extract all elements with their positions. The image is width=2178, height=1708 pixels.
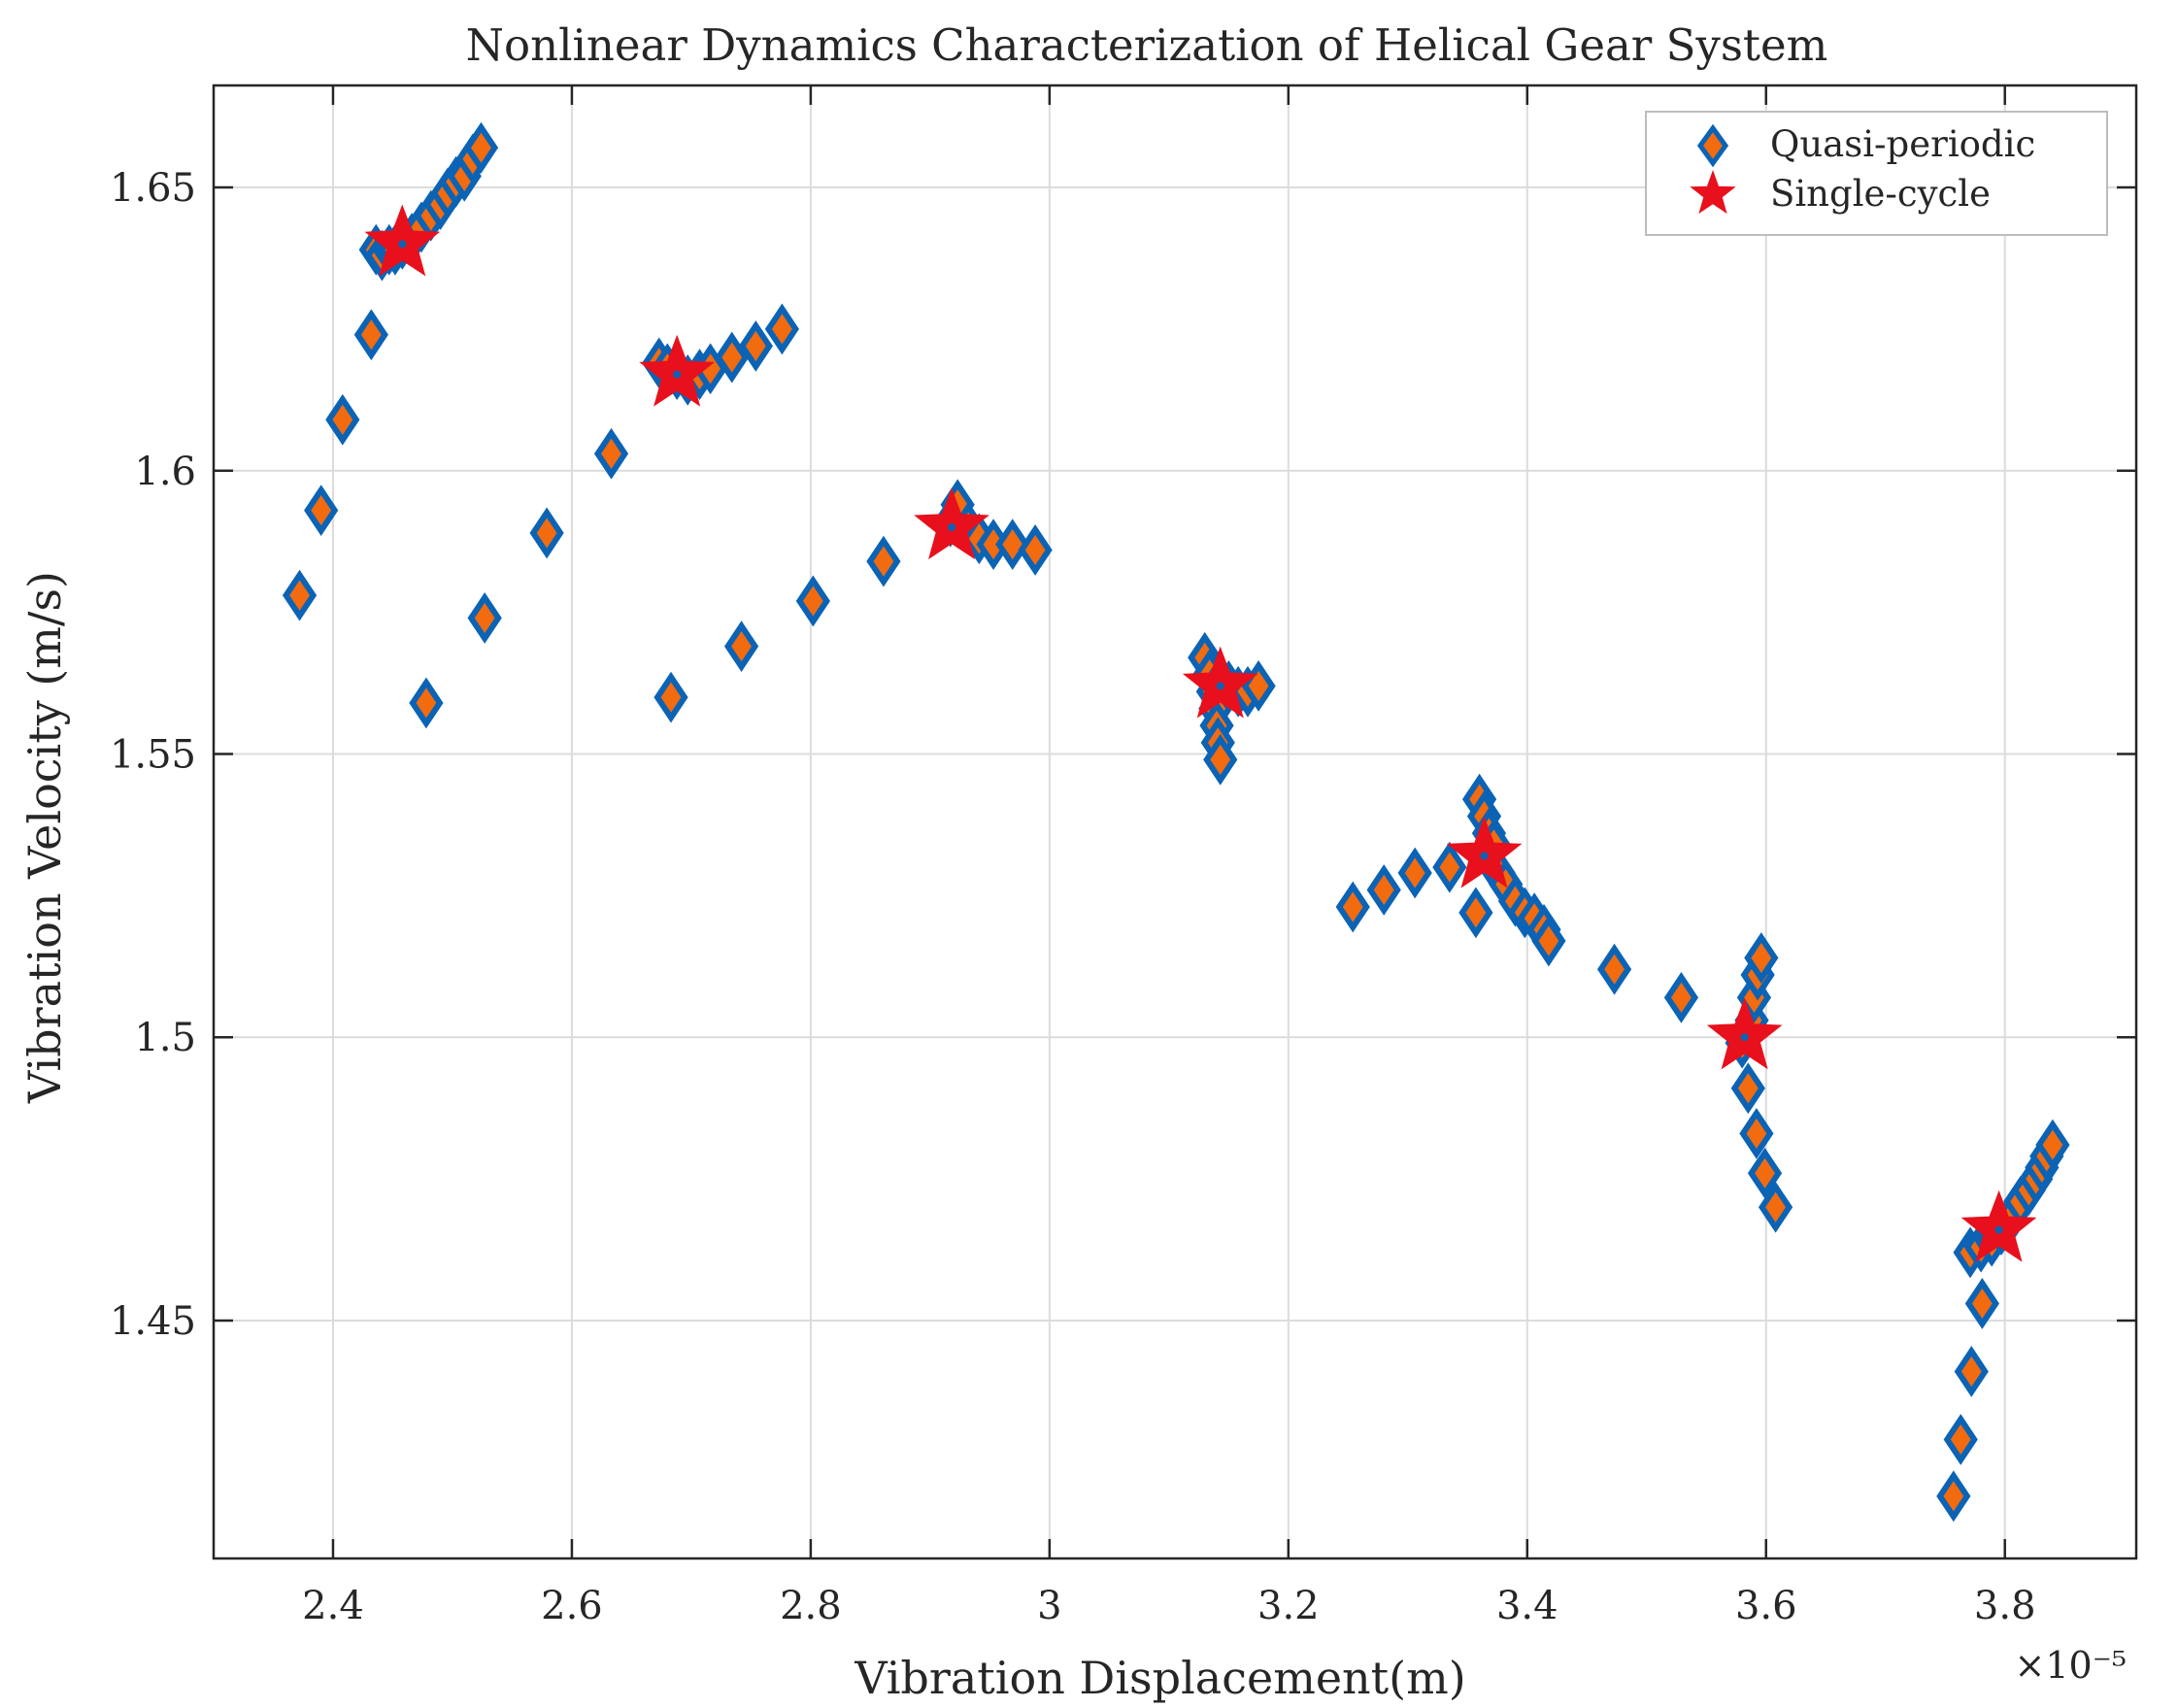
y-tick-label: 1.65: [110, 166, 196, 211]
quasi-periodic-point: [1596, 943, 1632, 995]
quasi-periodic-point: [1663, 971, 1699, 1023]
single-cycle-point-center: [1994, 1225, 2003, 1234]
legend-star-icon: [1690, 170, 1736, 215]
quasi-periodic-point: [1964, 1278, 1999, 1329]
quasi-periodic-point: [304, 485, 339, 537]
quasi-periodic-point: [1458, 887, 1493, 939]
quasi-periodic-point: [1954, 1346, 1989, 1397]
chart-title: Nonlinear Dynamics Characterization of H…: [466, 19, 1828, 71]
legend-diamond-icon: [1696, 123, 1729, 168]
plot-frame: [212, 84, 2138, 1560]
quasi-periodic-point: [738, 319, 773, 372]
single-cycle-points: [364, 204, 2037, 1262]
quasi-periodic-point: [463, 121, 499, 174]
quasi-periodic-point: [653, 671, 688, 723]
quasi-periodic-point: [1531, 915, 1566, 967]
quasi-periodic-point: [1739, 1107, 1774, 1159]
x-tick-label: 2.8: [780, 1584, 842, 1628]
quasi-periodic-point: [1397, 847, 1432, 899]
quasi-periodic-point: [325, 393, 360, 446]
legend-box: [1645, 111, 2108, 236]
single-cycle-point-center: [1216, 682, 1224, 690]
quasi-periodic-point: [723, 620, 759, 673]
single-cycle-point-center: [1480, 852, 1489, 860]
legend-label-quasi-periodic: Quasi-periodic: [1770, 123, 2035, 165]
quasi-periodic-point: [866, 535, 901, 587]
legend-label-single-cycle: Single-cycle: [1770, 173, 1991, 215]
quasi-periodic-point: [1936, 1470, 1971, 1523]
quasi-periodic-point: [282, 569, 318, 621]
x-tick-label: 3.8: [1974, 1584, 2036, 1628]
quasi-periodic-point: [1366, 864, 1401, 916]
x-tick-label: 3.2: [1257, 1584, 1320, 1628]
x-tick-label: 3: [1037, 1584, 1061, 1628]
quasi-periodic-point: [409, 677, 444, 729]
single-cycle-point-center: [673, 370, 682, 379]
y-tick-label: 1.55: [110, 732, 196, 777]
y-tick-label: 1.6: [134, 450, 196, 494]
quasi-periodic-point: [1744, 932, 1779, 984]
x-axis-exponent-label: ×10⁻⁵: [2015, 1644, 2127, 1687]
quasi-periodic-point: [1747, 1147, 1783, 1199]
quasi-periodic-point: [764, 303, 799, 355]
x-axis-label: Vibration Displacement(m): [854, 1652, 1465, 1704]
quasi-periodic-point: [1730, 1062, 1765, 1115]
quasi-periodic-point: [467, 592, 502, 644]
quasi-periodic-point: [1203, 733, 1238, 786]
y-axis-label: Vibration Velocity (m/s): [18, 571, 71, 1104]
x-tick-label: 2.6: [541, 1584, 603, 1628]
quasi-periodic-point: [1943, 1414, 1978, 1465]
axes: [212, 84, 2138, 1560]
x-tick-labels: 2.4 2.6 2.8 3 3.2 3.4 3.6 3.8: [302, 1584, 2035, 1628]
quasi-periodic-point: [715, 331, 750, 384]
single-cycle-point-center: [1740, 1033, 1749, 1042]
y-tick-labels: 1.45 1.5 1.55 1.6 1.65: [110, 166, 196, 1344]
quasi-periodic-point: [1018, 524, 1053, 576]
x-tick-label: 3.6: [1735, 1584, 1797, 1628]
quasi-periodic-point: [529, 507, 564, 559]
single-cycle-point-center: [948, 523, 956, 532]
quasi-periodic-point: [353, 309, 388, 361]
y-tick-label: 1.5: [134, 1016, 196, 1060]
quasi-periodic-point: [1432, 841, 1467, 893]
quasi-periodic-point: [593, 427, 629, 480]
quasi-periodic-point: [795, 575, 830, 627]
quasi-periodic-point: [1335, 881, 1370, 933]
quasi-periodic-point: [1758, 1181, 1793, 1233]
quasi-periodic-point: [2035, 1119, 2070, 1171]
tick-marks: [214, 85, 2136, 1558]
legend: Quasi-periodic Single-cycle: [1645, 111, 2108, 236]
single-cycle-point-center: [398, 240, 407, 249]
quasi-periodic-point: [995, 519, 1030, 571]
x-tick-label: 3.4: [1496, 1584, 1558, 1628]
x-tick-label: 2.4: [302, 1584, 364, 1628]
y-tick-label: 1.45: [110, 1299, 196, 1344]
